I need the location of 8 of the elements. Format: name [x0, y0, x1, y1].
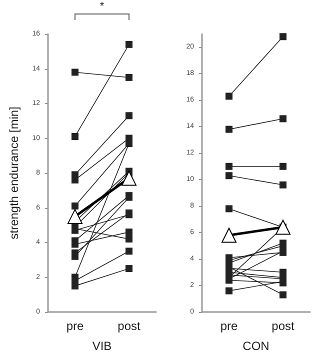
- text: *: [100, 0, 105, 12]
- x-tick-label: pre: [220, 319, 238, 333]
- x-tick-label: post: [118, 319, 142, 333]
- x-tick-label: pre: [66, 319, 84, 333]
- y-axis-title: strength endurance [min]: [7, 106, 21, 240]
- x-axis-title: VIB: [92, 339, 112, 353]
- x-tick-label: post: [272, 319, 296, 333]
- x-axis-title: CON: [242, 339, 270, 353]
